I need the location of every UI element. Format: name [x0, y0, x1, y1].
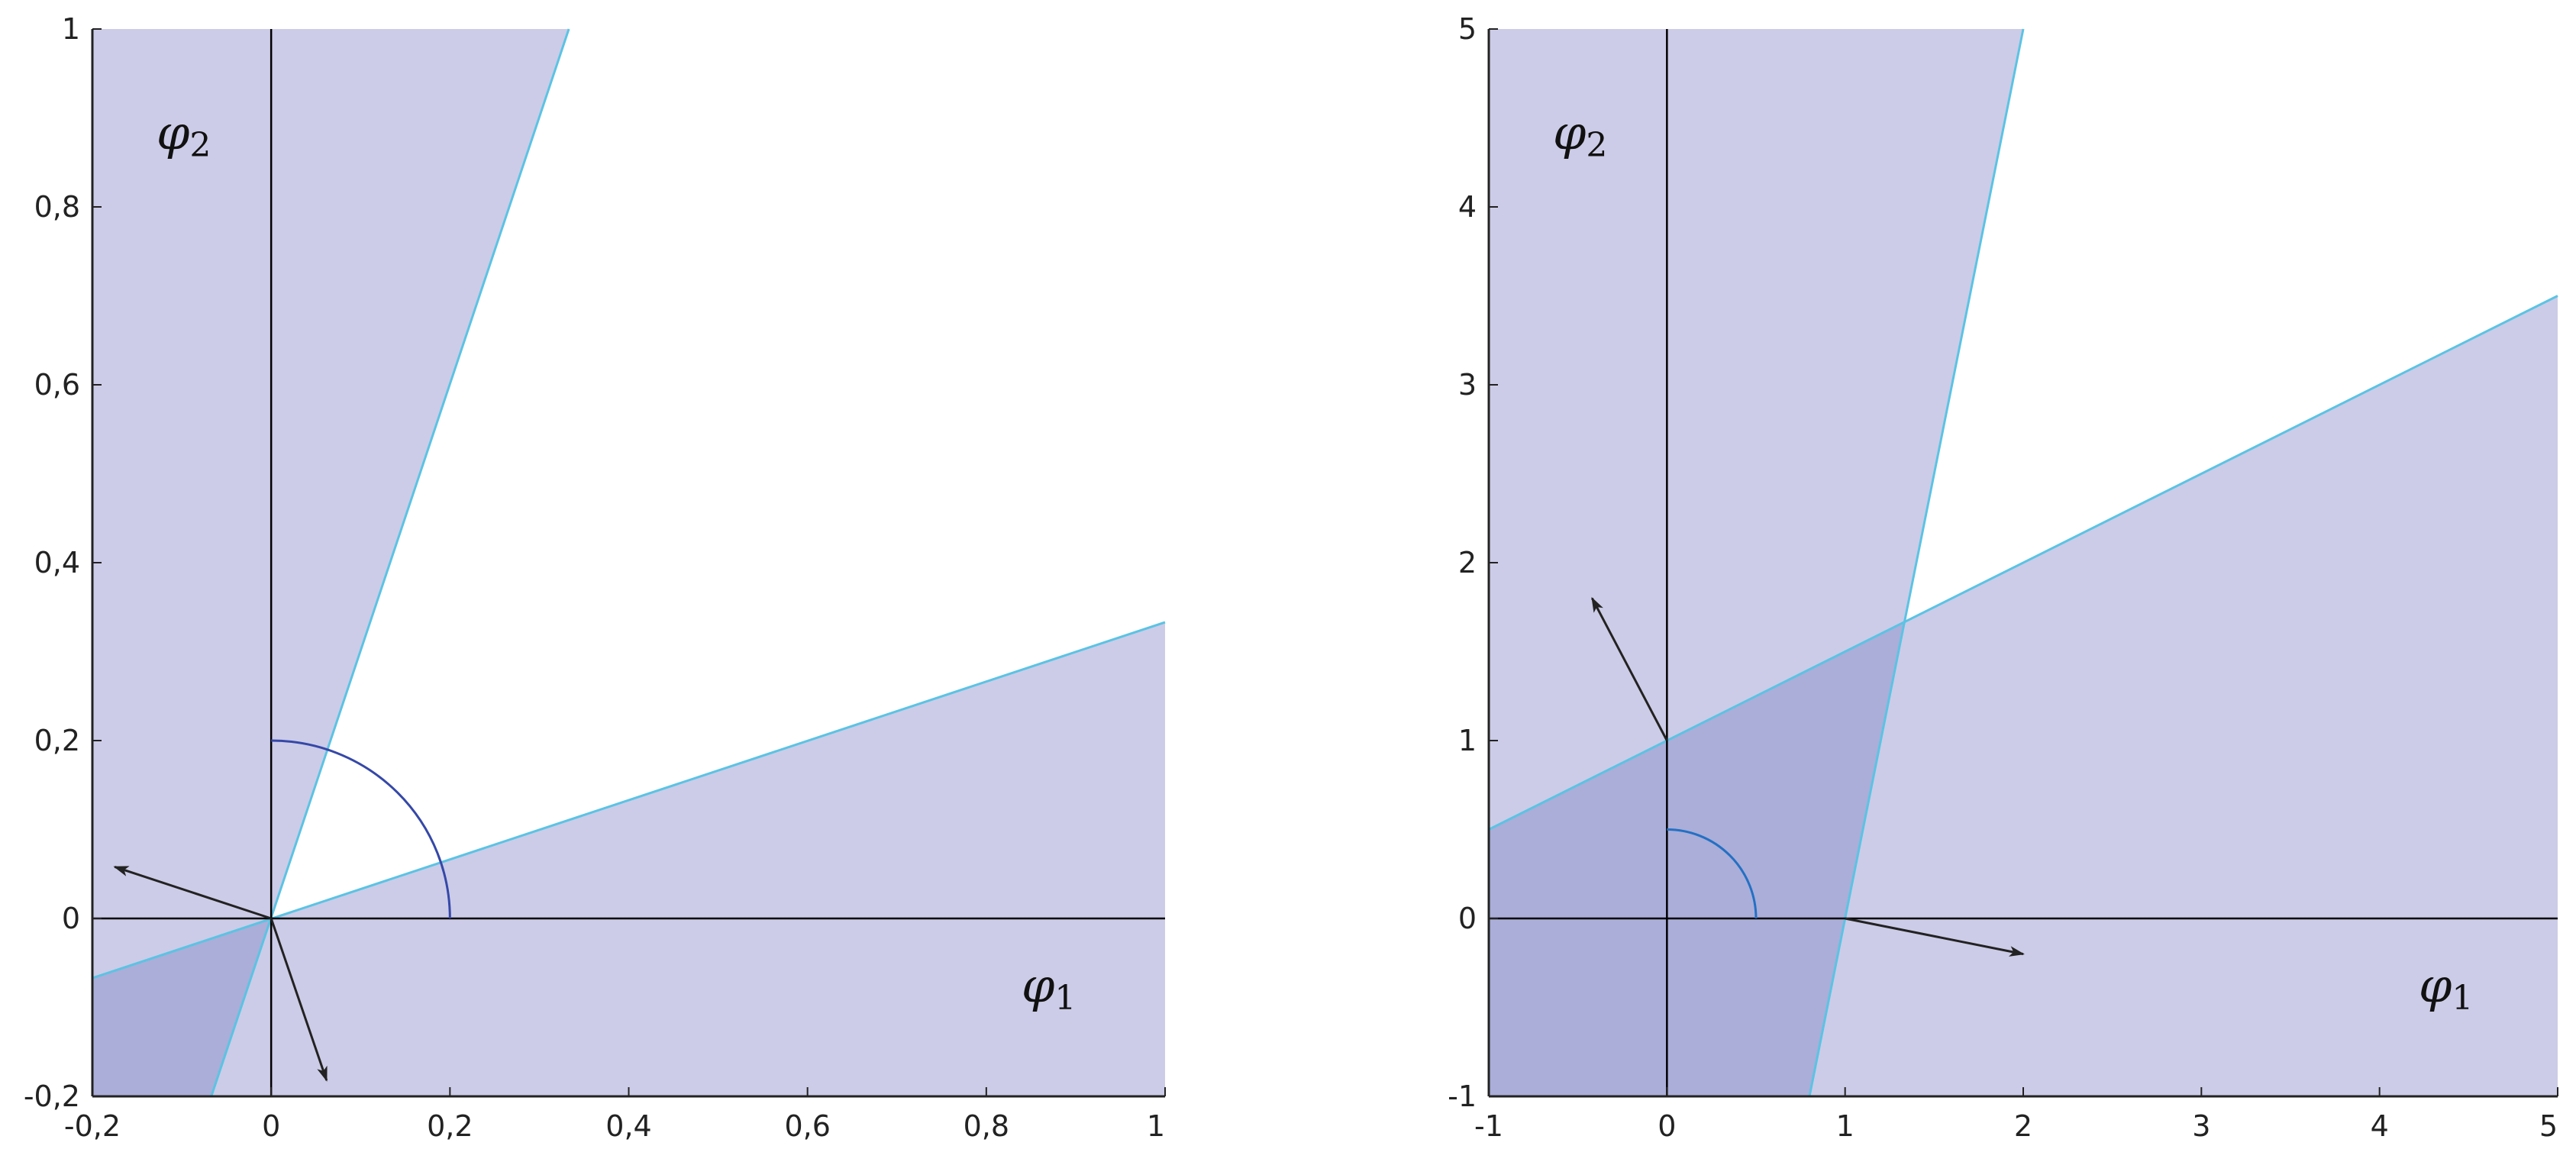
right-ytick-label: 3	[1458, 368, 1477, 402]
left-normal-arrows	[113, 866, 328, 1082]
right-xtick-label: -1	[1474, 1109, 1503, 1143]
left-ytick-label: 1	[62, 12, 80, 46]
right-xtick-label: 1	[1836, 1109, 1855, 1143]
left-xtick-label: 1	[1147, 1109, 1165, 1143]
left-ytick-label: 0,6	[34, 368, 80, 402]
left-ytick-label: 0,2	[34, 724, 80, 757]
right-ytick-label: -1	[1448, 1080, 1477, 1113]
right-ytick-label: 4	[1458, 190, 1477, 224]
right-arrow-1	[1845, 917, 2025, 957]
right-ytick-label: 2	[1458, 546, 1477, 579]
left-arrow-0	[113, 866, 272, 920]
right-arrow-0	[1591, 596, 1668, 741]
right-ytick-label: 1	[1458, 724, 1477, 757]
left-region-0	[92, 29, 570, 1096]
right-ytick-label: 5	[1458, 12, 1477, 46]
right-ytick-label: 0	[1458, 902, 1477, 935]
right-xtick-label: 2	[2014, 1109, 2032, 1143]
left-ytick-label: 0,4	[34, 546, 80, 579]
left-ylabel: φ2	[157, 105, 211, 165]
right-xtick-label: 5	[2539, 1109, 2558, 1143]
left-xtick-label: 0	[262, 1109, 280, 1143]
left-angle-arc	[271, 739, 451, 919]
left-overlap-region	[92, 918, 272, 1096]
right-ylabel: φ2	[1553, 105, 1607, 165]
right-chart: -1 0 1 2 3 4 5 -1 0 1 2 3 4 5 φ1 φ2	[1448, 12, 2558, 1143]
left-xlabel: φ1	[1022, 957, 1076, 1018]
right-normal-arrows	[1591, 596, 2025, 957]
left-xtick-label: 0,4	[605, 1109, 651, 1143]
right-x-ticks: -1 0 1 2 3 4 5	[1474, 1087, 2558, 1143]
left-ytick-label: 0	[62, 902, 80, 935]
left-chart: -0,2 0 0,2 0,4 0,6 0,8 1 -0,2 0 0,2 0,4 0,6 0,8 1 φ1…	[24, 12, 1166, 1143]
right-y-ticks: -1 0 1 2 3 4 5	[1448, 12, 1498, 1113]
right-arc-path	[1667, 828, 1758, 919]
left-arc-path	[271, 739, 451, 919]
right-xtick-label: 3	[2192, 1109, 2210, 1143]
left-x-ticks: -0,2 0 0,2 0,4 0,6 0,8 1	[64, 1087, 1166, 1143]
right-overlap-polygon	[1489, 621, 1905, 1096]
left-xtick-label: 0,8	[964, 1109, 1009, 1143]
left-y-ticks: -0,2 0 0,2 0,4 0,6 0,8 1	[24, 12, 102, 1113]
left-arrow-1	[270, 918, 328, 1082]
right-overlap-region	[1489, 621, 1905, 1096]
left-region-1	[92, 622, 1165, 1096]
left-overlap-polygon	[92, 918, 272, 1096]
right-xlabel: φ1	[2419, 957, 2473, 1018]
left-feasible-regions	[92, 29, 1165, 1096]
right-axes	[1489, 29, 2558, 1096]
left-ytick-label: 0,8	[34, 190, 80, 224]
right-xtick-label: 4	[2371, 1109, 2389, 1143]
left-xtick-label: 0,2	[427, 1109, 473, 1143]
right-angle-arc	[1667, 828, 1758, 919]
left-ytick-label: -0,2	[24, 1080, 80, 1113]
left-xtick-label: -0,2	[64, 1109, 121, 1143]
left-xtick-label: 0,6	[784, 1109, 830, 1143]
right-xtick-label: 0	[1658, 1109, 1676, 1143]
